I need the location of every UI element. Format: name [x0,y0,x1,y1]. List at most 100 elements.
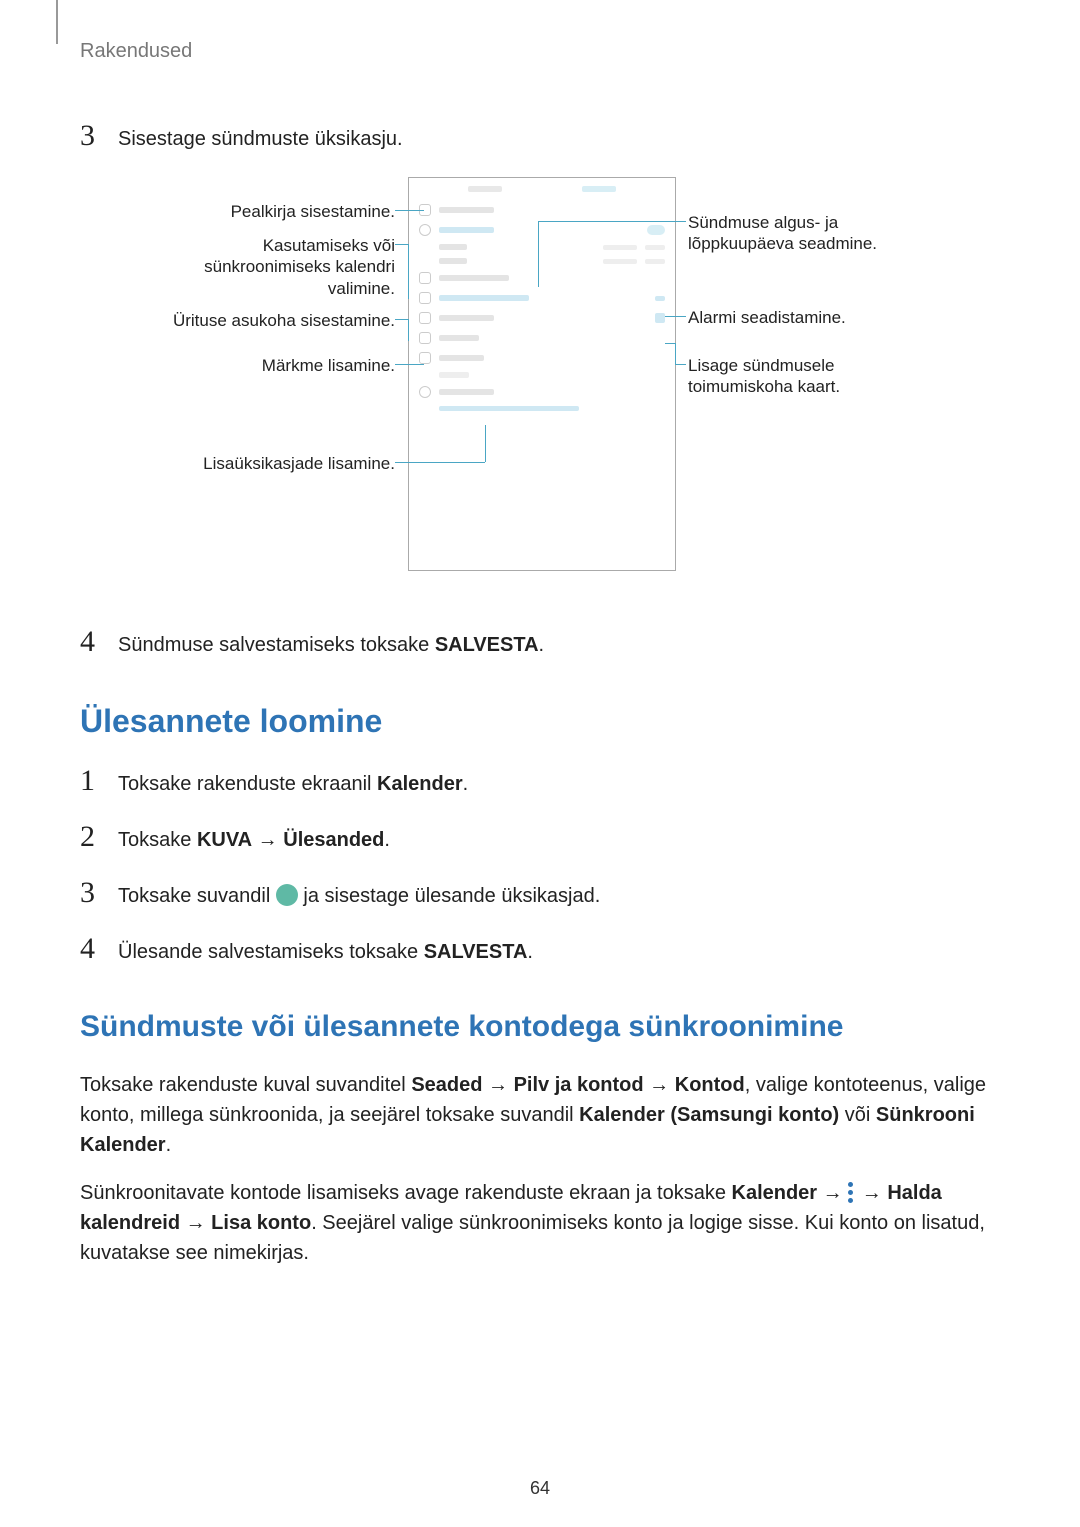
phone-mock [408,177,676,571]
clock-icon [419,224,431,236]
t-bold: Ülesanded [283,829,384,851]
t-bold: Pilv ja kontod [514,1074,644,1096]
row-alarm [409,288,675,308]
task-step-1: 1 Toksake rakenduste ekraanil Kalender. [80,766,1000,798]
allday-stub [439,227,494,233]
t: Toksake rakenduste ekraanil [118,773,377,795]
cl-r3a: Lisage sündmusele [688,356,834,375]
t: ja sisestage ülesande üksikasjad. [298,885,600,907]
alarm-minus [655,296,665,301]
t-bold: SALVESTA [435,634,539,656]
step-text: Toksake rakenduste ekraanil Kalender. [118,771,468,798]
end-time [645,259,665,264]
end-date [603,259,637,264]
step-number: 4 [80,934,104,964]
t: Sündmuse salvestamiseks toksake [118,634,435,656]
conn-l5h [395,462,485,463]
step-number: 4 [80,627,104,657]
step-number: 1 [80,766,104,796]
callout-title: Pealkirja sisestamine. [130,201,395,222]
start-lbl [439,244,467,250]
conn-l1 [395,210,424,211]
callout-alarm: Alarmi seadistamine. [688,307,948,328]
conn-l3h [395,319,408,320]
t-bold: KUVA [197,829,252,851]
conn-l3v [408,319,409,341]
arrow: → [856,1182,887,1204]
cal-icon [419,272,431,284]
step-4-event: 4 Sündmuse salvestamiseks toksake SALVES… [80,627,1000,659]
phone-topbar [409,178,675,200]
heading-sync: Sündmuste või ülesannete kontodega sünkr… [80,1010,1000,1044]
task-step-4: 4 Ülesande salvestamiseks toksake SALVES… [80,934,1000,966]
tz-icon [419,386,431,398]
event-editor-diagram: Pealkirja sisestamine. Kasutamiseks või … [130,177,950,587]
row-end [409,254,675,268]
cl-l2c: valimine. [328,279,395,298]
step-text: Toksake suvandil ja sisestage ülesande ü… [118,883,600,910]
step-number: 3 [80,121,104,151]
page-content: Rakendused 3 Sisestage sündmuste üksikas… [0,0,1080,1268]
t: Ülesande salvestamiseks toksake [118,941,424,963]
t-bold: Seaded [411,1074,482,1096]
conn-r1h [538,221,686,222]
callout-dates: Sündmuse algus- ja lõppkuupäeva seadmine… [688,212,948,255]
title-stub [439,207,494,213]
conn-l5v [485,425,486,462]
step-text: Sündmuse salvestamiseks toksake SALVESTA… [118,632,544,659]
t: Toksake [118,829,197,851]
t: . [527,941,533,963]
cal-stub [439,275,509,281]
step-number: 2 [80,822,104,852]
step-text: Toksake KUVA → Ülesanded. [118,827,390,854]
callout-location: Ürituse asukoha sisestamine. [130,310,395,331]
sync-paragraph-1: Toksake rakenduste kuval suvanditel Sead… [80,1070,1000,1160]
row-note [409,328,675,348]
callout-calendar: Kasutamiseks või sünkroonimiseks kalendr… [130,235,395,299]
conn-l4 [395,364,424,365]
note-stub [439,335,479,341]
t: või [839,1104,876,1126]
arrow: → [817,1182,848,1204]
conn-r3h2 [675,364,686,365]
t: . [463,773,469,795]
top-side-rule [56,0,58,44]
step-text: Sisestage sündmuste üksikasju. [118,126,403,153]
t-bold: Kontod [675,1074,745,1096]
t-bold: Kalender [732,1182,818,1204]
page-number: 64 [0,1478,1080,1499]
conn-l2v [408,244,409,299]
conn-r3v [675,343,676,364]
callout-extra: Lisaüksikasjade lisamine. [130,453,395,474]
arrow: → [252,829,283,851]
end-lbl [439,258,467,264]
cl-r1b: lõppkuupäeva seadmine. [688,234,877,253]
step-number: 3 [80,878,104,908]
t: . [166,1134,172,1156]
repeat-icon [419,352,431,364]
repeat-sub [439,372,469,378]
allday-toggle [647,225,665,235]
task-step-2: 2 Toksake KUVA → Ülesanded. [80,822,1000,854]
save-stub [582,186,616,192]
conn-l2h [395,244,408,245]
note-icon [419,332,431,344]
row-allday [409,220,675,240]
t: Toksake rakenduste kuval suvanditel [80,1074,411,1096]
row-repeat [409,348,675,368]
t-bold: Lisa konto [211,1212,311,1234]
alarm-icon [419,292,431,304]
cl-r3b: toimumiskoha kaart. [688,377,840,396]
tz-sub [439,406,579,411]
sync-paragraph-2: Sünkroonitavate kontode lisamiseks avage… [80,1178,1000,1268]
conn-r2 [665,316,686,317]
row-repeat-sub [409,368,675,382]
loc-stub [439,315,494,321]
start-date [603,245,637,250]
step-text: Ülesande salvestamiseks toksake SALVESTA… [118,939,533,966]
conn-r3h [665,343,675,344]
conn-r1v [538,221,539,287]
cl-l2a: Kasutamiseks või [263,236,395,255]
row-location [409,308,675,328]
arrow: → [180,1212,211,1234]
